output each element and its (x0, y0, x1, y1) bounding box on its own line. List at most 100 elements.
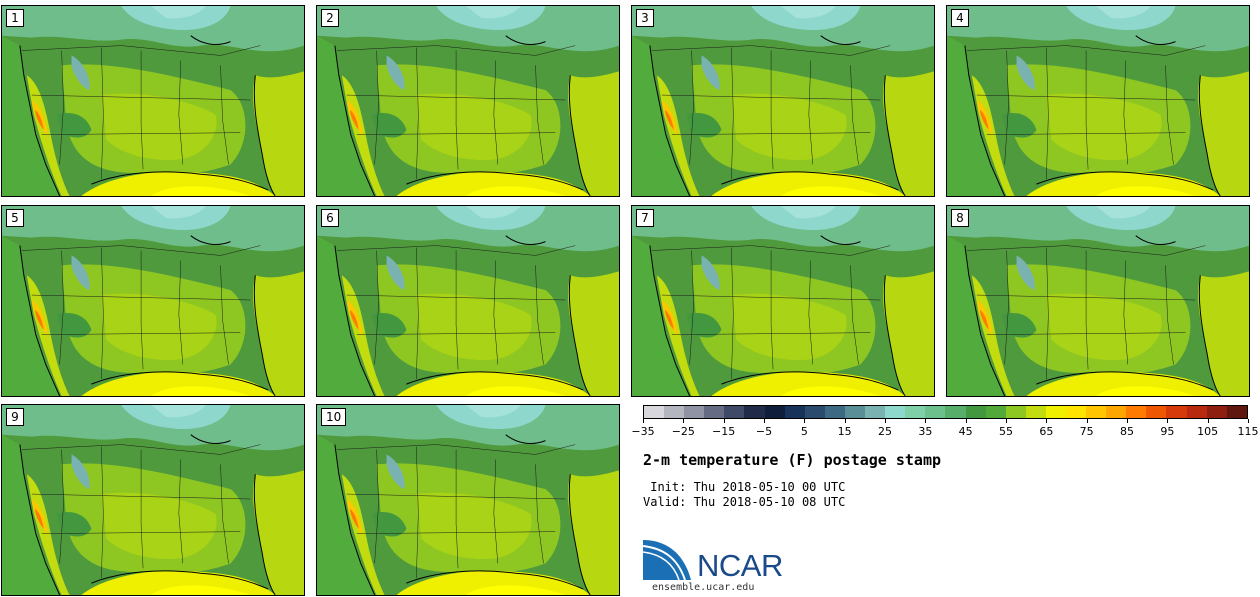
colorbar-segment (844, 406, 866, 418)
colorbar-segment (824, 406, 845, 418)
colorbar-tick (1086, 419, 1088, 423)
colorbar-segment (1126, 406, 1147, 418)
colorbar-tick (925, 419, 927, 423)
colorbar-tick-label: 55 (999, 425, 1013, 438)
colorbar-tick (764, 419, 765, 423)
colorbar-tick-label: 15 (837, 425, 852, 438)
map-panel: 9 (1, 404, 305, 596)
colorbar-tick-label: −5 (755, 425, 773, 438)
colorbar-segment (1226, 406, 1247, 418)
colorbar-tick (1046, 419, 1048, 423)
colorbar-ticks: −35 −25 −15 −5 5 15 25 35 45 55 65 75 85 95 105 115 (631, 419, 1259, 439)
temperature-map (2, 405, 304, 595)
map-panel: 8 (946, 205, 1250, 397)
colorbar-segment (1166, 406, 1187, 418)
colorbar-tick (804, 419, 806, 423)
temperature-map (947, 206, 1249, 396)
colorbar-tick-label: −15 (712, 425, 736, 438)
valid-time: Valid: Thu 2018-05-10 08 UTC (643, 495, 846, 509)
colorbar-segment (945, 406, 966, 418)
colorbar-tick-label: 95 (1160, 425, 1175, 438)
colorbar-tick (1127, 419, 1128, 423)
init-time: Init: Thu 2018-05-10 00 UTC (643, 480, 846, 494)
colorbar-segment (1206, 406, 1227, 418)
colorbar-segment (1186, 406, 1207, 418)
map-panel: 2 (316, 5, 620, 197)
map-panel: 5 (1, 205, 305, 397)
colorbar-segment (744, 406, 765, 418)
temperature-map (317, 6, 619, 196)
colorbar-tick-label: −35 (631, 425, 655, 438)
panel-number: 7 (636, 209, 654, 227)
colorbar-segment (1025, 406, 1046, 418)
colorbar-tick (1207, 419, 1209, 423)
temperature-map (317, 405, 619, 595)
panel-number: 9 (6, 408, 24, 426)
colorbar-tick (1248, 419, 1249, 423)
colorbar-segment (784, 406, 805, 418)
colorbar-segment (684, 406, 705, 418)
colorbar-tick-label: 45 (958, 425, 973, 438)
colorbar-tick-label: 115 (1237, 425, 1259, 438)
colorbar-tick (844, 419, 846, 423)
colorbar-segment (664, 406, 685, 418)
colorbar-segment (1146, 406, 1167, 418)
website-link[interactable]: ensemble.ucar.edu (652, 582, 755, 593)
colorbar-tick-label: 85 (1120, 425, 1134, 438)
colorbar-tick (1006, 419, 1007, 423)
colorbar-segment (965, 406, 986, 418)
panel-number: 3 (636, 9, 654, 27)
colorbar-tick-label: 25 (878, 425, 892, 438)
colorbar-tick-label: 65 (1039, 425, 1054, 438)
colorbar-segment (925, 406, 946, 418)
map-panel: 7 (631, 205, 935, 397)
colorbar-tick (723, 419, 725, 423)
temperature-map (2, 206, 304, 396)
colorbar-segment (724, 406, 745, 418)
colorbar-tick (643, 419, 644, 423)
map-panel: 6 (316, 205, 620, 397)
map-panel: 1 (1, 5, 305, 197)
colorbar-segment (1086, 406, 1107, 418)
colorbar-segment (644, 406, 665, 418)
colorbar-tick-label: −25 (671, 425, 695, 438)
colorbar-segment (1065, 406, 1087, 418)
colorbar-segment (865, 406, 886, 418)
ncar-logo-icon (643, 540, 691, 581)
colorbar-segment (1045, 406, 1066, 418)
colorbar-tick (885, 419, 886, 423)
colorbar-tick (1167, 419, 1169, 423)
panel-number: 4 (951, 9, 969, 27)
colorbar-segment (1005, 406, 1026, 418)
map-panel: 10 (316, 404, 620, 596)
colorbar-segment (905, 406, 926, 418)
panel-number: 2 (321, 9, 339, 27)
temperature-map (632, 6, 934, 196)
colorbar-segment (764, 406, 785, 418)
colorbar-segment (1106, 406, 1127, 418)
colorbar-tick-label: 5 (800, 425, 808, 438)
temperature-map (947, 6, 1249, 196)
colorbar-segment (704, 406, 725, 418)
temperature-map (317, 206, 619, 396)
colorbar-tick (965, 419, 967, 423)
colorbar-tick-label: 75 (1079, 425, 1094, 438)
colorbar-tick-label: 105 (1197, 425, 1219, 438)
temperature-map (2, 6, 304, 196)
colorbar-segment (985, 406, 1006, 418)
panel-number: 10 (321, 408, 347, 426)
colorbar-tick-label: 35 (918, 425, 933, 438)
colorbar-tick (683, 419, 685, 423)
colorbar (643, 405, 1248, 419)
panel-number: 1 (6, 9, 24, 27)
colorbar-segment (804, 406, 825, 418)
panel-number: 6 (321, 209, 339, 227)
map-panel: 3 (631, 5, 935, 197)
temperature-map (632, 206, 934, 396)
page-title: 2-m temperature (F) postage stamp (643, 451, 942, 469)
colorbar-segment (885, 406, 906, 418)
map-panel: 4 (946, 5, 1250, 197)
panel-number: 5 (6, 209, 24, 227)
panel-number: 8 (951, 209, 969, 227)
logo-text: NCAR (697, 548, 783, 583)
